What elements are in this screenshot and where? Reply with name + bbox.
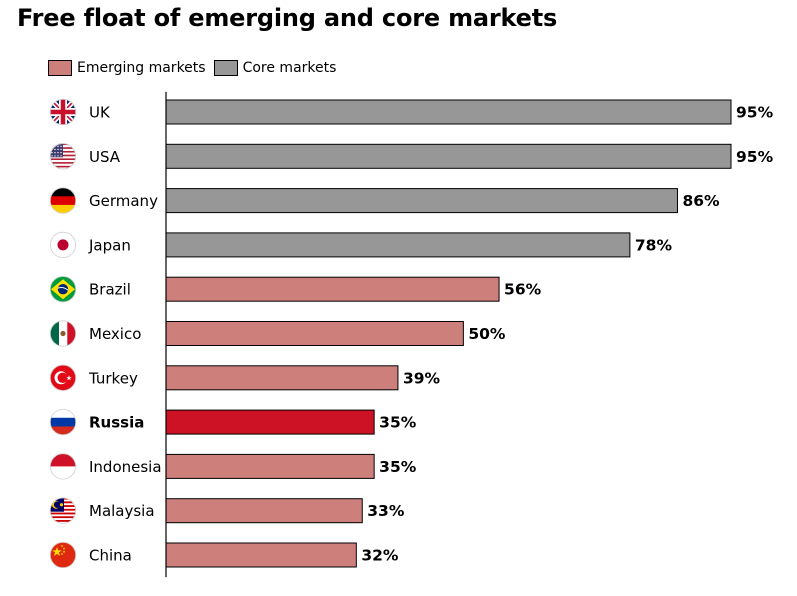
- value-label-russia: 35%: [379, 414, 417, 432]
- value-label-japan: 78%: [635, 236, 673, 254]
- chart-legend: Emerging markets Core markets: [48, 58, 344, 78]
- uk-flag-icon: [49, 98, 77, 126]
- value-label-uk: 95%: [736, 104, 774, 122]
- turkey-flag-icon: [49, 364, 77, 391]
- usa-flag-icon: [49, 143, 77, 170]
- bar-china: [165, 542, 357, 568]
- category-label-china: China: [89, 547, 132, 565]
- chart-title: Free float of emerging and core markets: [17, 4, 558, 32]
- legend-swatch-core: [213, 60, 238, 76]
- bar-japan: [165, 232, 631, 258]
- legend-label-emerging: Emerging markets: [77, 60, 206, 76]
- category-label-uk: UK: [89, 104, 111, 122]
- category-label-usa: USA: [89, 148, 121, 166]
- legend-item-core: Core markets: [213, 60, 337, 76]
- bar-indonesia: [165, 453, 375, 479]
- value-label-turkey: 39%: [403, 369, 441, 387]
- value-label-germany: 86%: [682, 192, 720, 210]
- value-label-usa: 95%: [736, 148, 774, 166]
- china-flag-icon: [49, 541, 77, 569]
- category-label-japan: Japan: [88, 236, 131, 254]
- bar-malaysia: [165, 498, 363, 524]
- value-label-indonesia: 35%: [379, 458, 417, 476]
- category-label-malaysia: Malaysia: [89, 502, 155, 520]
- value-label-mexico: 50%: [468, 325, 506, 343]
- category-label-mexico: Mexico: [89, 325, 141, 343]
- bar-turkey: [165, 365, 399, 391]
- germany-flag-icon: [49, 187, 77, 214]
- value-label-china: 32%: [361, 547, 399, 565]
- value-label-malaysia: 33%: [367, 502, 405, 520]
- bar-russia: [165, 409, 375, 435]
- russia-flag-icon: [49, 409, 77, 436]
- japan-flag-icon: [49, 231, 77, 258]
- brazil-flag-icon: [49, 276, 77, 303]
- bar-mexico: [165, 321, 464, 346]
- bar-brazil: [165, 276, 500, 302]
- value-label-brazil: 56%: [504, 281, 542, 299]
- category-label-germany: Germany: [89, 192, 158, 210]
- legend-swatch-emerging: [48, 60, 72, 76]
- legend-label-core: Core markets: [242, 60, 337, 76]
- category-label-indonesia: Indonesia: [89, 458, 162, 476]
- category-label-russia: Russia: [89, 414, 144, 432]
- bar-germany: [165, 188, 678, 214]
- bar-usa: [165, 143, 732, 169]
- malaysia-flag-icon: [49, 497, 77, 524]
- mexico-flag-icon: [49, 320, 77, 347]
- category-label-brazil: Brazil: [89, 281, 131, 299]
- category-label-turkey: Turkey: [88, 369, 138, 387]
- legend-item-emerging: Emerging markets: [48, 60, 206, 76]
- bar-uk: [165, 99, 732, 125]
- indonesia-flag-icon: [49, 453, 77, 480]
